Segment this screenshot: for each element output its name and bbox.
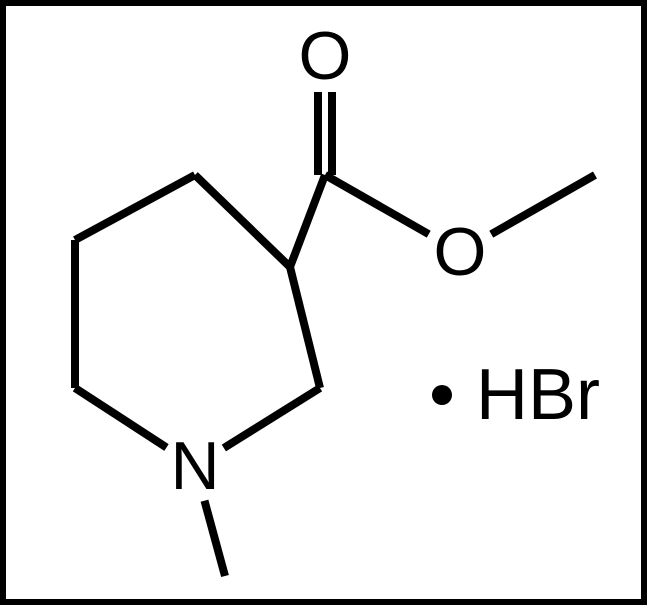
salt-dot-icon: [432, 385, 452, 405]
chemical-structure-frame: O O N HBr: [0, 0, 647, 605]
atom-label-N1: N: [170, 428, 219, 504]
chemical-structure-svg: O O N HBr: [0, 0, 647, 605]
atom-label-O_dbl: O: [299, 18, 352, 94]
salt-label: HBr: [476, 355, 600, 435]
atom-label-O_ester: O: [434, 214, 487, 290]
